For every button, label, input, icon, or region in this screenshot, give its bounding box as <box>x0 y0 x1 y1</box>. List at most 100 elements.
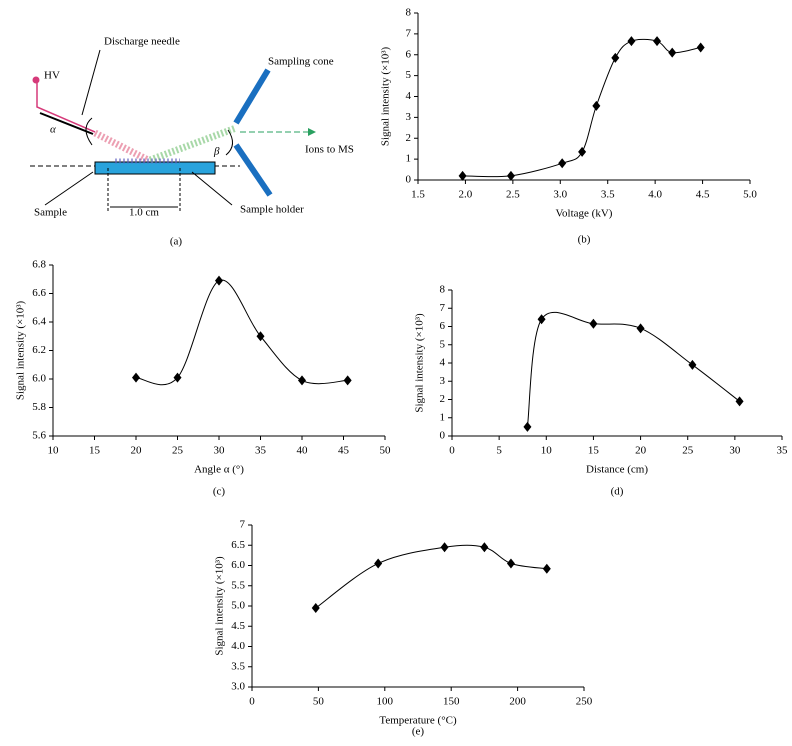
data-point <box>311 603 320 614</box>
y-axis-label: Signal intensity (×10³) <box>414 313 426 413</box>
x-tick-label: 1.5 <box>411 189 425 201</box>
y-tick-label: 1 <box>440 411 446 423</box>
data-point <box>215 275 223 286</box>
data-point <box>592 100 601 111</box>
y-tick-label: 6.0 <box>32 373 46 385</box>
data-point <box>506 558 515 569</box>
data-point <box>173 372 182 383</box>
needle-wire <box>36 83 96 133</box>
x-tick-label: 40 <box>297 445 309 457</box>
y-tick-label: 4 <box>440 357 446 369</box>
x-tick-label: 2.0 <box>459 189 473 201</box>
y-tick-label: 5.6 <box>32 430 46 442</box>
x-tick-label: 0 <box>249 696 255 708</box>
y-tick-label: 0 <box>406 174 412 186</box>
data-point <box>611 52 620 63</box>
x-axis-label: Angle α (°) <box>194 464 244 476</box>
data-point <box>343 375 352 386</box>
data-point <box>696 42 705 53</box>
y-tick-label: 1 <box>406 153 412 165</box>
x-tick-label: 5.0 <box>743 189 757 201</box>
data-point <box>256 331 265 342</box>
x-tick-label: 3.0 <box>553 189 567 201</box>
y-tick-label: 6.6 <box>32 287 46 299</box>
panel-label: (c) <box>213 486 226 498</box>
x-tick-label: 5 <box>496 445 502 457</box>
sample-holder <box>94 161 216 175</box>
diagram: HV Discharge needle Sampling cone Ions t… <box>30 36 354 248</box>
x-tick-label: 150 <box>443 696 460 708</box>
x-tick-label: 45 <box>338 445 350 457</box>
x-tick-label: 0 <box>449 445 455 457</box>
x-tick-label: 20 <box>131 445 143 457</box>
label: Ions to MS <box>305 144 354 156</box>
spray-in <box>93 129 150 164</box>
label: β <box>213 146 220 158</box>
data-point <box>627 36 636 47</box>
data-point <box>636 323 645 334</box>
x-tick-label: 30 <box>214 445 226 457</box>
data-point <box>440 542 449 553</box>
y-tick-label: 6.0 <box>231 559 245 571</box>
holder-pointer <box>191 171 233 206</box>
data-point <box>558 158 567 169</box>
cone-lower <box>233 143 273 197</box>
y-tick-label: 2 <box>406 132 412 144</box>
alpha-arc <box>85 117 93 146</box>
data-point <box>506 170 515 181</box>
needle-pointer <box>81 49 101 116</box>
y-tick-label: 3 <box>440 375 446 387</box>
panel-label: (d) <box>611 486 624 498</box>
x-axis-label: Distance (cm) <box>586 464 648 476</box>
y-tick-label: 5 <box>440 338 446 350</box>
label: Sample <box>34 207 67 219</box>
label: 1.0 cm <box>129 207 159 219</box>
beta-arc <box>225 129 233 156</box>
y-tick-label: 7 <box>240 519 246 531</box>
data-line <box>462 38 701 178</box>
x-tick-label: 35 <box>255 445 267 457</box>
cone-upper <box>233 68 271 125</box>
x-tick-label: 35 <box>777 445 789 457</box>
y-axis-label: Signal intensity (×10³) <box>15 300 27 400</box>
label: HV <box>44 70 60 82</box>
y-tick-label: 6 <box>406 48 412 60</box>
x-tick-label: 250 <box>576 696 593 708</box>
y-tick-label: 5 <box>406 69 412 81</box>
data-point <box>589 318 598 329</box>
y-tick-label: 8 <box>440 284 446 296</box>
data-point <box>458 170 467 181</box>
x-tick-label: 15 <box>588 445 600 457</box>
y-tick-label: 6 <box>440 320 446 332</box>
x-tick-label: 50 <box>380 445 392 457</box>
sample-pointer <box>44 171 94 206</box>
x-tick-label: 3.5 <box>601 189 615 201</box>
y-tick-label: 6.4 <box>32 316 46 328</box>
y-tick-label: 0 <box>440 430 446 442</box>
y-tick-label: 4 <box>406 90 412 102</box>
x-tick-label: 2.5 <box>506 189 520 201</box>
data-point <box>578 146 587 157</box>
label: Discharge needle <box>104 36 180 48</box>
data-point <box>298 375 306 386</box>
y-axis-label: Signal intensity (×10³) <box>214 556 226 656</box>
x-tick-label: 50 <box>313 696 325 708</box>
y-tick-label: 3.0 <box>231 681 245 693</box>
y-tick-label: 6.5 <box>231 539 245 551</box>
data-point <box>537 314 546 325</box>
x-tick-label: 4.0 <box>648 189 662 201</box>
y-tick-label: 2 <box>440 393 446 405</box>
y-tick-label: 5.8 <box>32 401 46 413</box>
data-point <box>735 396 744 407</box>
hv-terminal <box>32 76 40 84</box>
data-point <box>523 421 532 432</box>
data-point <box>132 372 140 383</box>
data-line <box>526 311 740 427</box>
y-tick-label: 3 <box>406 111 412 123</box>
x-tick-label: 10 <box>48 445 60 457</box>
data-point <box>668 47 677 58</box>
x-tick-label: 10 <box>541 445 553 457</box>
x-tick-label: 25 <box>172 445 184 457</box>
x-tick-label: 30 <box>729 445 741 457</box>
